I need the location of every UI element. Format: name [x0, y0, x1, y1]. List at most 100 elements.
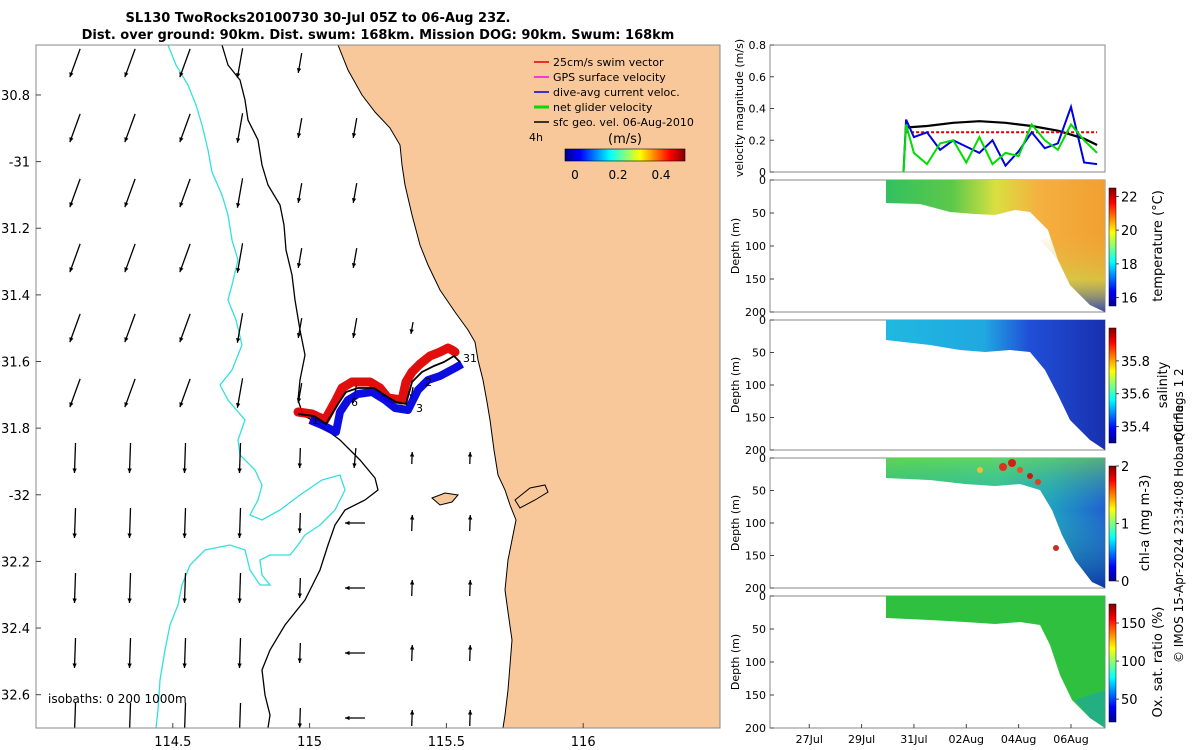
y-tick-label: 0.6: [749, 71, 767, 84]
velocity-arrow-shaft: [179, 178, 191, 208]
velocity-arrow-shaft: [69, 313, 81, 343]
salinity-clabel: salinity: [1156, 361, 1171, 408]
velocity-arrow-shaft: [183, 507, 187, 539]
velocity-arrow-shaft: [236, 48, 244, 78]
colorbar-tick-label: 100: [1121, 655, 1146, 670]
velocity-panel: 0 0.2 0.4 0.6 0.8 velocity magnitude (m/s): [733, 39, 1106, 179]
velocity-arrow-head: [351, 198, 357, 203]
velocity-y-axis: 0 0.2 0.4 0.6 0.8: [749, 39, 774, 179]
y-tick-label: 0: [759, 166, 766, 179]
velocity-arrow-head: [345, 715, 350, 721]
velocity-arrow-head: [296, 263, 302, 268]
y-tick-label: 32.2: [1, 555, 30, 570]
isobaths-label: isobaths: 0 200 1000m: [48, 692, 187, 706]
velocity-arrow-head: [236, 337, 241, 343]
velocity-arrow-head: [296, 133, 302, 138]
velocity-arrow-head: [182, 663, 187, 668]
velocity-arrow-shaft: [124, 313, 136, 343]
velocity-arrow-shaft: [238, 507, 242, 539]
velocity-arrow-shaft: [238, 442, 242, 474]
velocity-arrow-shaft: [183, 442, 187, 474]
map-y-axis: 30.8 -31 31.2 31.4 31.6 31.8 -32 32.2 32.4 32.6: [1, 89, 41, 704]
panel-y-axis: 0 50 100 150 200: [745, 314, 774, 457]
x-tick-label: 31Jul: [900, 733, 927, 746]
depth-ylabel: Depth (m): [729, 357, 742, 413]
velocity-arrow-head: [345, 585, 350, 591]
velocity-arrow-head: [236, 402, 241, 408]
y-tick-label: -31: [9, 156, 30, 171]
velocity-arrow-head: [297, 463, 302, 468]
legend-item: GPS surface velocity: [534, 71, 666, 84]
colorbar-tick-label: 18: [1121, 258, 1138, 273]
velocity-arrow-head: [179, 337, 184, 343]
y-tick-label: 50: [752, 347, 766, 360]
panel-y-axis: 0 50 100 150 200: [745, 174, 774, 319]
colorbar-tick: 0.2: [608, 168, 627, 182]
velocity-arrow-head: [352, 463, 357, 468]
velocity-arrow-shaft: [73, 507, 77, 539]
velocity-arrow-shaft: [124, 378, 136, 408]
velocity-ylabel: velocity magnitude (m/s): [733, 39, 746, 177]
velocity-arrow-shaft: [238, 637, 242, 669]
map-panel: 1 6 3 2 31 114.5 115 115.5 116 30.8-3131.23…: [1, 44, 721, 750]
velocity-arrow-head: [127, 598, 132, 603]
velocity-arrow-shaft: [69, 48, 81, 78]
velocity-arrow-shaft: [183, 572, 187, 604]
velocity-arrow-head: [236, 267, 241, 273]
swim-vectors: [293, 343, 460, 425]
y-tick-label: 200: [745, 306, 766, 319]
velocity-arrow-head: [124, 267, 129, 273]
colorbar-tick-label: 0: [1121, 575, 1129, 590]
y-tick-label: 150: [745, 273, 766, 286]
colorbar-tick-label: 2: [1121, 460, 1129, 475]
chla-clabel: chl-a (mg m-3): [1138, 475, 1153, 572]
legend-item: sfc geo. vel. 06-Aug-2010: [534, 116, 694, 129]
glider-track: [293, 343, 464, 436]
velocity-arrow-head: [69, 337, 74, 343]
velocity-arrow-shaft: [183, 637, 187, 669]
velocity-series: [902, 103, 1098, 173]
velocity-arrow-shaft: [124, 178, 136, 208]
y-tick-label: 32.4: [1, 622, 30, 637]
y-tick-label: 30.8: [1, 89, 30, 104]
velocity-arrow-head: [179, 202, 184, 208]
velocity-arrow-head: [237, 663, 242, 668]
velocity-arrow-head: [179, 267, 184, 273]
velocity-arrow-shaft: [73, 572, 77, 604]
velocity-arrow-head: [351, 133, 357, 138]
velocity-arrow-shaft: [236, 178, 244, 208]
velocity-arrow-shaft: [236, 243, 244, 273]
y-tick-label: 100: [745, 517, 766, 530]
y-tick-label: 31.2: [1, 222, 30, 237]
colorbar-tick-label: 150: [1121, 617, 1146, 632]
velocity-arrow-shaft: [179, 313, 191, 343]
y-tick-label: 150: [745, 412, 766, 425]
velocity-arrow-head: [72, 598, 77, 603]
legend-label: net glider velocity: [553, 101, 653, 114]
x-tick-label: 116: [571, 735, 596, 750]
y-tick-label: 0: [759, 174, 766, 187]
oxygen-low-shade: [1075, 690, 1105, 728]
legend-item: net glider velocity: [534, 101, 653, 114]
velocity-arrow-head: [236, 202, 241, 208]
velocity-arrow-head: [127, 728, 131, 733]
velocity-arrow-head: [182, 468, 187, 473]
velocity-arrow-head: [124, 137, 129, 143]
salinity-colorbar: [1108, 327, 1117, 444]
oxygen-clabel: Ox. sat. ratio (%): [1151, 607, 1166, 718]
y-tick-label: 200: [745, 722, 766, 735]
colorbar-tick-label: 35.4: [1121, 421, 1150, 436]
isobath-1000: [155, 45, 346, 728]
velocity-arrow-shaft: [124, 113, 136, 143]
velocity-arrow-head: [72, 728, 76, 733]
velocity-arrow-head: [237, 468, 242, 473]
colorbar-ticks: 16 18 20 22: [1116, 190, 1138, 307]
velocity-arrow-shaft: [128, 572, 132, 604]
velocity-arrow-head: [127, 468, 132, 473]
land: [337, 45, 720, 728]
colorbar-tick: 0.4: [651, 168, 670, 182]
y-tick-label: 100: [745, 240, 766, 253]
velocity-arrow-shaft: [238, 572, 242, 604]
rottnest-islet: [514, 484, 549, 509]
velocity-arrow-head: [467, 710, 473, 715]
